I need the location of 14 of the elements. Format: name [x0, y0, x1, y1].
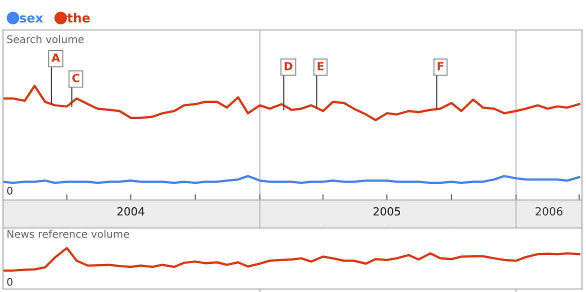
annotation: F — [438, 62, 444, 70]
x-tick-label: 2004 — [117, 207, 144, 216]
annotation: D — [284, 62, 292, 70]
annotation: C — [72, 74, 80, 82]
annotation: 0 — [7, 278, 12, 286]
chart-title: News reference volume — [7, 230, 130, 238]
annotation: 0 — [7, 186, 12, 195]
chart-title: Search volume — [7, 35, 84, 44]
x-tick-label: 2006 — [536, 207, 562, 216]
legend-label: sex — [20, 15, 44, 23]
annotation: E — [318, 62, 324, 70]
annotation: A — [51, 54, 60, 62]
x-tick-label: 2005 — [374, 207, 400, 216]
legend-label: the — [67, 12, 90, 23]
